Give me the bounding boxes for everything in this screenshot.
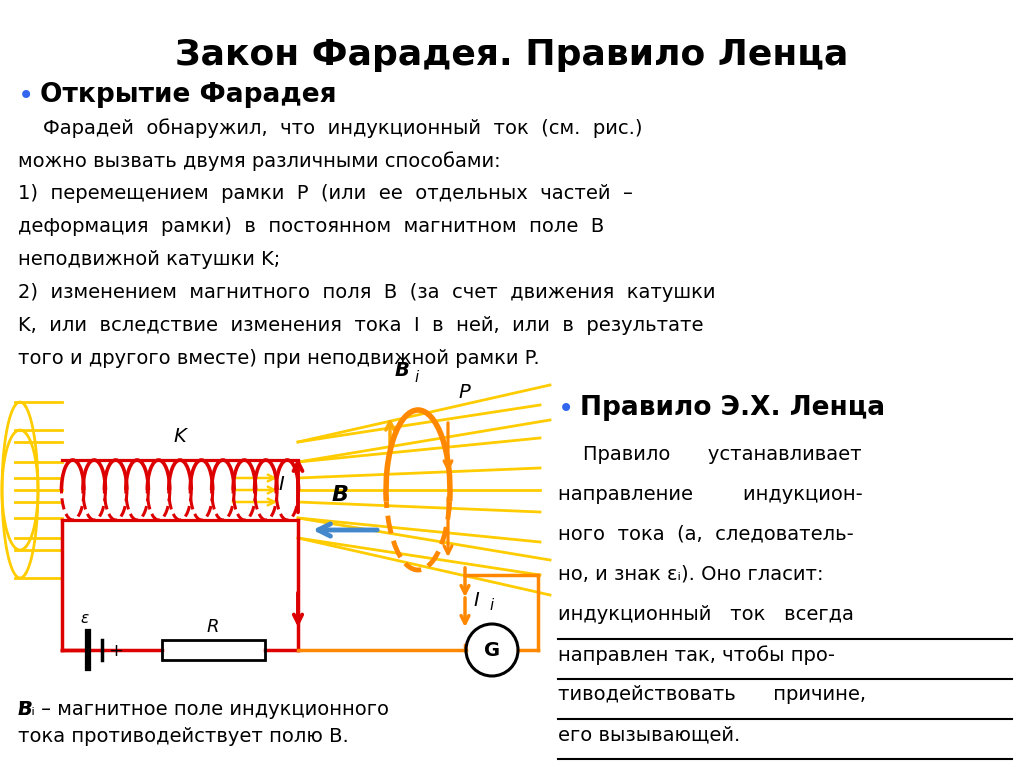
Text: G: G xyxy=(484,640,500,660)
Text: направлен так, чтобы про-: направлен так, чтобы про- xyxy=(558,645,835,665)
Text: Фарадей  обнаружил,  что  индукционный  ток  (см.  рис.): Фарадей обнаружил, что индукционный ток … xyxy=(18,118,642,138)
Text: I: I xyxy=(473,591,479,610)
Text: ε: ε xyxy=(81,611,89,626)
Text: K,  или  вследствие  изменения  тока  I  в  ней,  или  в  результате: K, или вследствие изменения тока I в ней… xyxy=(18,316,703,335)
Text: направление        индукцион-: направление индукцион- xyxy=(558,485,863,504)
Text: Открытие Фарадея: Открытие Фарадея xyxy=(40,82,337,108)
Text: •: • xyxy=(558,395,574,423)
Bar xyxy=(162,640,265,660)
Text: тиводействовать      причине,: тиводействовать причине, xyxy=(558,685,866,704)
Text: 1)  перемещением  рамки  P  (или  ее  отдельных  частей  –: 1) перемещением рамки P (или ее отдельны… xyxy=(18,184,633,203)
Text: 2)  изменением  магнитного  поля  B  (за  счет  движения  катушки: 2) изменением магнитного поля B (за счет… xyxy=(18,283,716,302)
Text: того и другого вместе) при неподвижной рамки P.: того и другого вместе) при неподвижной р… xyxy=(18,349,540,368)
Text: B: B xyxy=(18,700,33,719)
Text: неподвижной катушки K;: неподвижной катушки K; xyxy=(18,250,281,269)
Text: B: B xyxy=(332,485,348,505)
Text: ного  тока  (а,  следователь-: ного тока (а, следователь- xyxy=(558,525,854,544)
Text: Bᵢ – магнитное поле индукционного
тока противодействует полю B.: Bᵢ – магнитное поле индукционного тока п… xyxy=(18,700,389,746)
Text: его вызывающей.: его вызывающей. xyxy=(558,725,740,744)
Text: Закон Фарадея. Правило Ленца: Закон Фарадея. Правило Ленца xyxy=(175,38,849,72)
Text: i: i xyxy=(489,597,494,613)
Text: I: I xyxy=(279,476,284,495)
Text: деформация  рамки)  в  постоянном  магнитном  поле  B: деформация рамки) в постоянном магнитном… xyxy=(18,217,604,236)
Text: K: K xyxy=(174,427,186,446)
Text: индукционный   ток   всегда: индукционный ток всегда xyxy=(558,605,854,624)
Text: i: i xyxy=(414,370,418,385)
Text: +: + xyxy=(108,642,123,660)
Text: P: P xyxy=(458,383,470,402)
Text: Правило Э.Х. Ленца: Правило Э.Х. Ленца xyxy=(580,395,885,421)
Text: Правило      устанавливает: Правило устанавливает xyxy=(558,445,861,464)
Text: можно вызвать двумя различными способами:: можно вызвать двумя различными способами… xyxy=(18,151,501,171)
Text: •: • xyxy=(18,82,34,110)
Text: но, и знак εᵢ). Оно гласит:: но, и знак εᵢ). Оно гласит: xyxy=(558,565,823,584)
Text: R: R xyxy=(207,618,219,636)
Text: B: B xyxy=(395,361,410,380)
